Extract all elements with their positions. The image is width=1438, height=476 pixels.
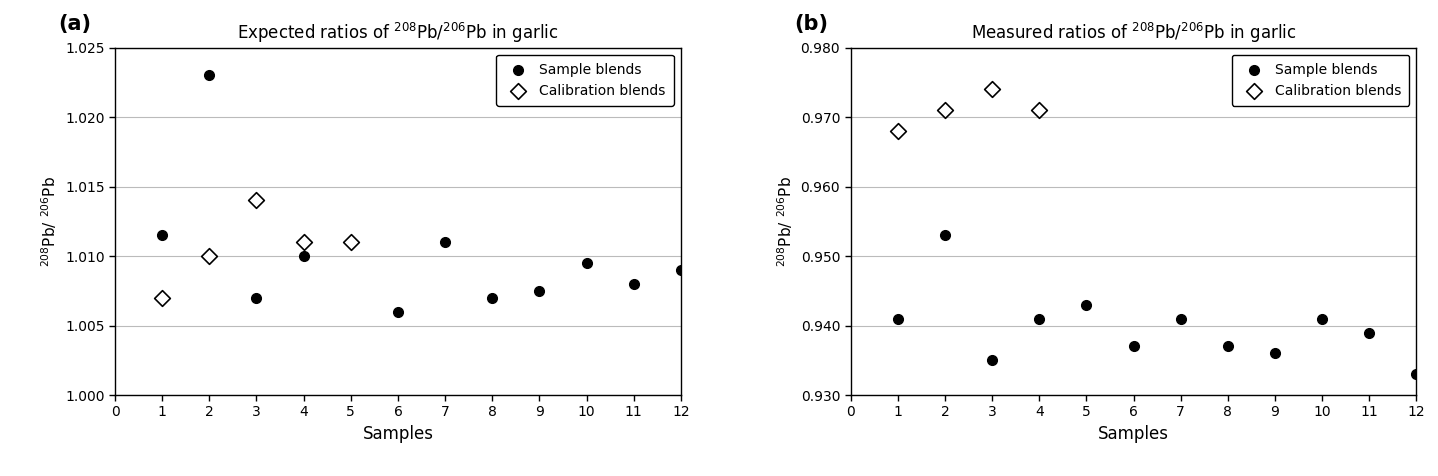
- Calibration blends: [198, 252, 221, 260]
- Sample blends: [1264, 349, 1287, 357]
- X-axis label: Samples: Samples: [362, 425, 433, 443]
- Sample blends: [1310, 315, 1333, 322]
- Calibration blends: [886, 127, 909, 135]
- Sample blends: [387, 308, 410, 316]
- Sample blends: [244, 294, 267, 302]
- Calibration blends: [151, 294, 174, 302]
- Sample blends: [623, 280, 646, 288]
- Sample blends: [1405, 370, 1428, 378]
- Calibration blends: [292, 238, 315, 246]
- Sample blends: [480, 294, 503, 302]
- Calibration blends: [981, 86, 1004, 93]
- Sample blends: [669, 266, 692, 274]
- Sample blends: [1169, 315, 1192, 322]
- Calibration blends: [339, 238, 362, 246]
- Y-axis label: $^{208}$Pb/ $^{206}$Pb: $^{208}$Pb/ $^{206}$Pb: [775, 176, 795, 267]
- Legend: Sample blends, Calibration blends: Sample blends, Calibration blends: [496, 55, 674, 106]
- Sample blends: [434, 238, 457, 246]
- Sample blends: [528, 287, 551, 295]
- Legend: Sample blends, Calibration blends: Sample blends, Calibration blends: [1232, 55, 1409, 106]
- Sample blends: [933, 231, 956, 239]
- Sample blends: [339, 238, 362, 246]
- Sample blends: [981, 357, 1004, 364]
- Sample blends: [1028, 315, 1051, 322]
- X-axis label: Samples: Samples: [1099, 425, 1169, 443]
- Sample blends: [1122, 343, 1145, 350]
- Sample blends: [1357, 329, 1380, 337]
- Calibration blends: [1028, 106, 1051, 114]
- Y-axis label: $^{208}$Pb/ $^{206}$Pb: $^{208}$Pb/ $^{206}$Pb: [40, 176, 59, 267]
- Calibration blends: [933, 106, 956, 114]
- Text: (b): (b): [794, 14, 828, 34]
- Sample blends: [151, 231, 174, 239]
- Title: Expected ratios of $^{208}$Pb/$^{206}$Pb in garlic: Expected ratios of $^{208}$Pb/$^{206}$Pb…: [237, 21, 559, 45]
- Sample blends: [886, 315, 909, 322]
- Sample blends: [292, 252, 315, 260]
- Sample blends: [198, 71, 221, 79]
- Sample blends: [1074, 301, 1097, 308]
- Sample blends: [575, 259, 598, 267]
- Text: (a): (a): [59, 14, 92, 34]
- Calibration blends: [244, 197, 267, 204]
- Sample blends: [1217, 343, 1240, 350]
- Title: Measured ratios of $^{208}$Pb/$^{206}$Pb in garlic: Measured ratios of $^{208}$Pb/$^{206}$Pb…: [971, 21, 1296, 45]
